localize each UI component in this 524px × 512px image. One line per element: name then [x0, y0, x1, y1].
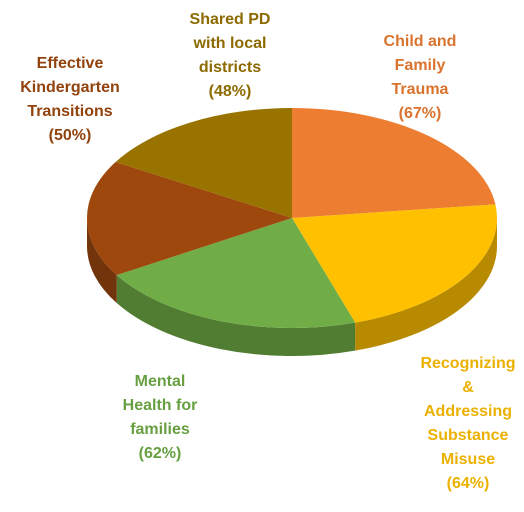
- slice: [292, 108, 496, 218]
- value-label: (62%): [138, 445, 182, 462]
- category-name: Mental Health for families: [122, 373, 198, 438]
- slice-side: [355, 218, 497, 351]
- slice: [87, 161, 292, 276]
- slice-label: Child and Family Trauma (67%): [340, 30, 500, 126]
- slice: [116, 218, 356, 329]
- slice-side: [116, 275, 356, 356]
- category-name: Recognizing & Addressing Substance Misus…: [420, 355, 516, 468]
- slice-label: Mental Health for families (62%): [80, 370, 240, 466]
- category-name: Effective Kindergarten Transitions: [20, 55, 120, 120]
- value-label: (67%): [398, 105, 442, 122]
- slice-label: Shared PD with local districts (48%): [150, 8, 310, 104]
- value-label: (64%): [446, 475, 490, 492]
- category-name: Shared PD with local districts: [189, 11, 271, 76]
- value-label: (48%): [208, 83, 252, 100]
- slice: [292, 204, 498, 323]
- category-name: Child and Family Trauma: [383, 33, 457, 98]
- slice-side: [87, 218, 117, 304]
- slice-label: Recognizing & Addressing Substance Misus…: [388, 352, 524, 496]
- slice-label: Effective Kindergarten Transitions (50%): [0, 52, 150, 148]
- slice: [115, 108, 292, 218]
- value-label: (50%): [48, 127, 92, 144]
